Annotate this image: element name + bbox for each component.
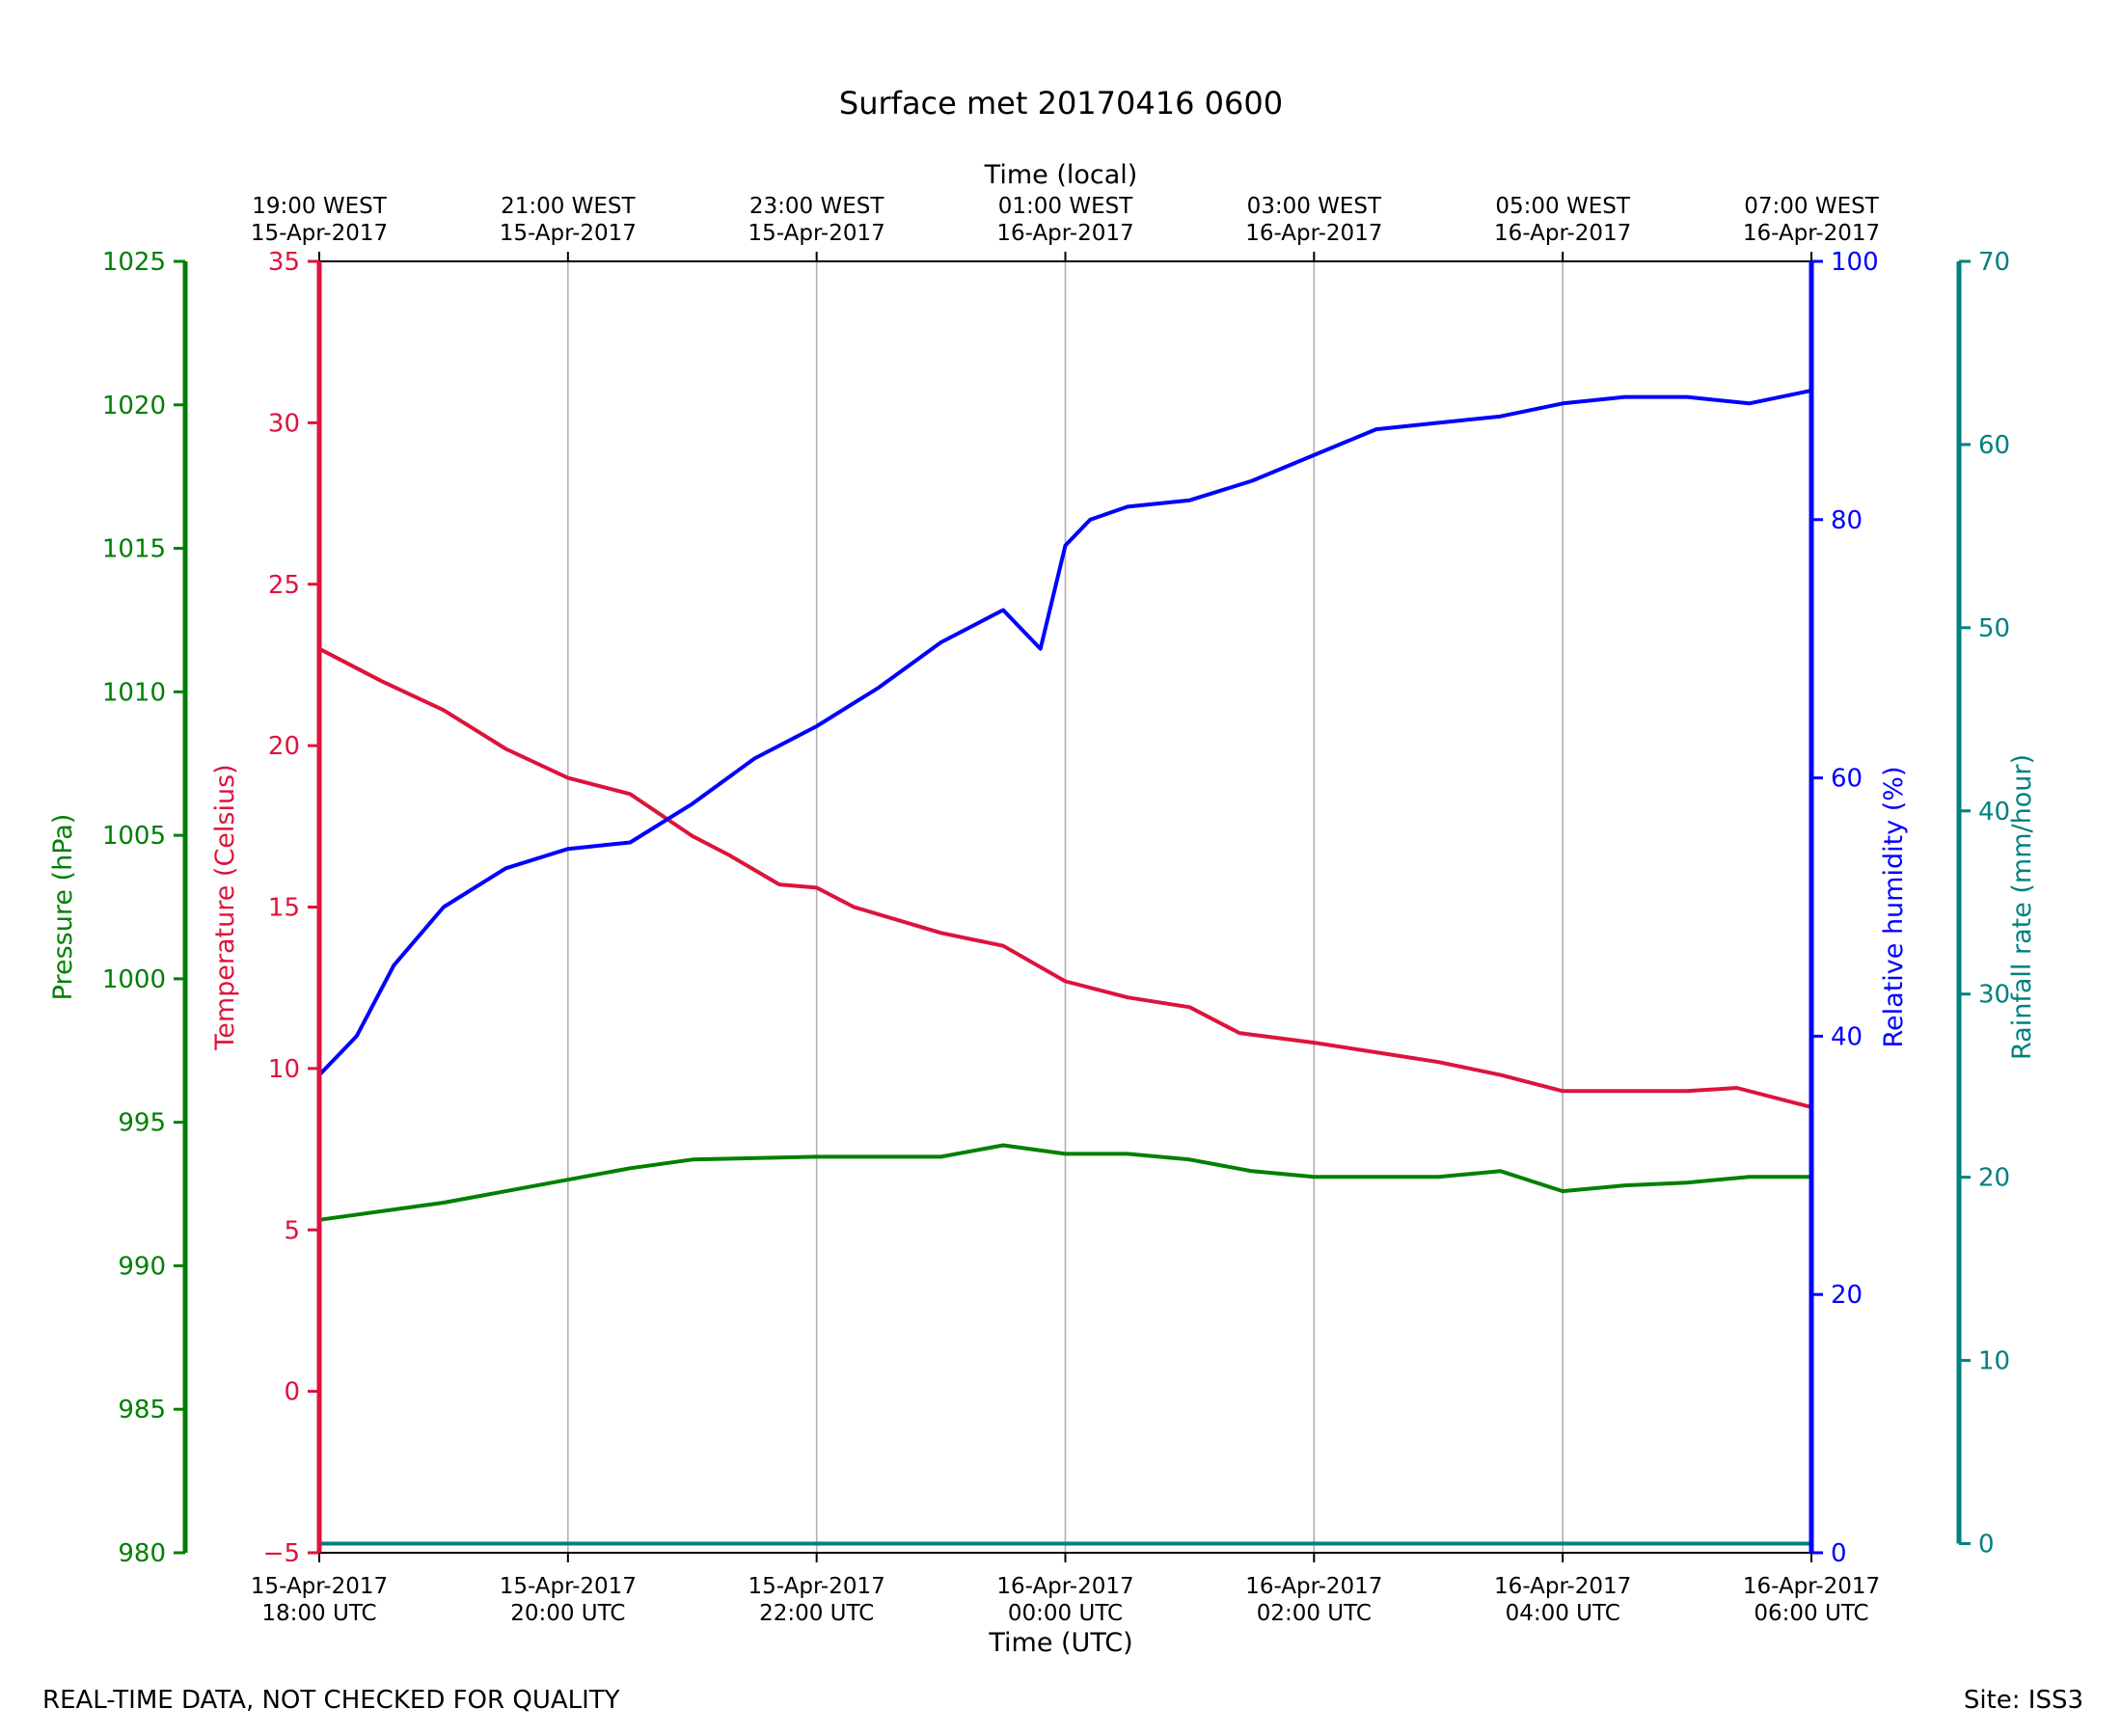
- pressure-axis-tick-label: 1010: [102, 678, 166, 707]
- x2-tick-label: 16-Apr-2017: [1245, 221, 1382, 246]
- axes: [174, 252, 1971, 1562]
- x2-tick-label: 15-Apr-2017: [500, 221, 637, 246]
- x2-tick-label: 23:00 WEST: [749, 194, 884, 219]
- x2-tick-label: 03:00 WEST: [1247, 194, 1382, 219]
- x2-tick-label: 07:00 WEST: [1744, 194, 1879, 219]
- axis-labels: Temperature (Celsius) Pressure (hPa) Relat…: [48, 754, 2037, 1060]
- humidity-axis-tick-label: 0: [1831, 1539, 1847, 1568]
- x-tick-label: 20:00 UTC: [510, 1601, 625, 1626]
- x-tick-label: 15-Apr-2017: [748, 1574, 885, 1599]
- rainfall-axis-tick-label: 20: [1978, 1164, 2010, 1193]
- rainfall-axis-tick-label: 0: [1978, 1531, 1995, 1560]
- x-tick-label: 04:00 UTC: [1506, 1601, 1620, 1626]
- rainfall-axis-tick-label: 30: [1978, 981, 2010, 1010]
- pressure-axis-tick-label: 1005: [102, 822, 166, 851]
- x2-tick-label: 19:00 WEST: [252, 194, 387, 219]
- x-tick-label: 15-Apr-2017: [500, 1574, 637, 1599]
- humidity-axis-tick-label: 80: [1831, 506, 1863, 535]
- x-tick-label: 16-Apr-2017: [1245, 1574, 1382, 1599]
- x-tick-label: 06:00 UTC: [1754, 1601, 1868, 1626]
- rainfall-axis-tick-label: 60: [1978, 431, 2010, 460]
- temperature-axis-tick-label: 0: [284, 1378, 300, 1407]
- temperature-series-line: [317, 646, 1813, 1109]
- temperature-axis-tick-label: 20: [268, 732, 300, 761]
- site-label: Site: ISS3: [1963, 1686, 2083, 1715]
- x-tick-label: 16-Apr-2017: [1494, 1574, 1631, 1599]
- x2-tick-label: 16-Apr-2017: [1494, 221, 1631, 246]
- x2-tick-label: 15-Apr-2017: [251, 221, 388, 246]
- quality-disclaimer: REAL-TIME DATA, NOT CHECKED FOR QUALITY: [42, 1686, 620, 1715]
- rainfall-axis-label: Rainfall rate (mm/hour): [2007, 754, 2037, 1060]
- temperature-axis-tick-label: 30: [268, 409, 300, 438]
- humidity-axis-tick-label: 20: [1831, 1281, 1863, 1310]
- rainfall-axis-tick-label: 50: [1978, 614, 2010, 643]
- chart-title: Surface met 20170416 0600: [839, 85, 1283, 122]
- rainfall-axis-tick-label: 70: [1978, 248, 2010, 277]
- series-lines: [317, 388, 1813, 1546]
- rainfall-axis-tick-label: 10: [1978, 1347, 2010, 1376]
- pressure-axis-tick-label: 1000: [102, 965, 166, 994]
- x2-tick-label: 16-Apr-2017: [1743, 221, 1880, 246]
- x-axis-label: Time (UTC): [988, 1628, 1132, 1658]
- x2-tick-label: 16-Apr-2017: [996, 221, 1133, 246]
- x-tick-label: 00:00 UTC: [1008, 1601, 1123, 1626]
- x2-axis-label: Time (local): [984, 160, 1138, 190]
- temperature-axis-tick-label: 15: [268, 894, 300, 923]
- pressure-axis-tick-label: 1015: [102, 535, 166, 564]
- pressure-axis-tick-label: 980: [118, 1539, 166, 1568]
- x-tick-label: 16-Apr-2017: [996, 1574, 1133, 1599]
- x-tick-label: 15-Apr-2017: [251, 1574, 388, 1599]
- pressure-axis-tick-label: 985: [118, 1396, 166, 1424]
- pressure-axis-label: Pressure (hPa): [48, 814, 78, 1001]
- temperature-axis-tick-label: 10: [268, 1055, 300, 1084]
- humidity-axis-tick-label: 40: [1831, 1022, 1863, 1051]
- x-tick-label: 16-Apr-2017: [1743, 1574, 1880, 1599]
- x-tick-label: 18:00 UTC: [261, 1601, 376, 1626]
- grid-lines: [567, 261, 1564, 1553]
- x-tick-label: 02:00 UTC: [1257, 1601, 1372, 1626]
- pressure-axis-tick-label: 995: [118, 1109, 166, 1138]
- humidity-axis-tick-label: 100: [1831, 248, 1879, 277]
- temperature-axis-label: Temperature (Celsius): [210, 764, 240, 1050]
- x2-tick-label: 05:00 WEST: [1495, 194, 1630, 219]
- pressure-series-line: [317, 1143, 1813, 1222]
- pressure-axis-tick-label: 990: [118, 1252, 166, 1281]
- pressure-axis-tick-label: 1025: [102, 248, 166, 277]
- x2-tick-label: 21:00 WEST: [501, 194, 636, 219]
- temperature-axis-tick-label: 25: [268, 571, 300, 600]
- humidity-series-line: [317, 388, 1813, 1077]
- temperature-axis-tick-label: 35: [268, 248, 300, 277]
- temperature-axis-tick-label: −5: [263, 1539, 300, 1568]
- humidity-axis-label: Relative humidity (%): [1879, 766, 1909, 1047]
- temperature-axis-tick-label: 5: [284, 1216, 300, 1245]
- humidity-axis-tick-label: 60: [1831, 765, 1863, 794]
- x2-tick-label: 15-Apr-2017: [748, 221, 885, 246]
- x2-tick-label: 01:00 WEST: [998, 194, 1133, 219]
- x-tick-label: 22:00 UTC: [759, 1601, 874, 1626]
- pressure-axis-tick-label: 1020: [102, 392, 166, 420]
- rainfall-axis-tick-label: 40: [1978, 798, 2010, 827]
